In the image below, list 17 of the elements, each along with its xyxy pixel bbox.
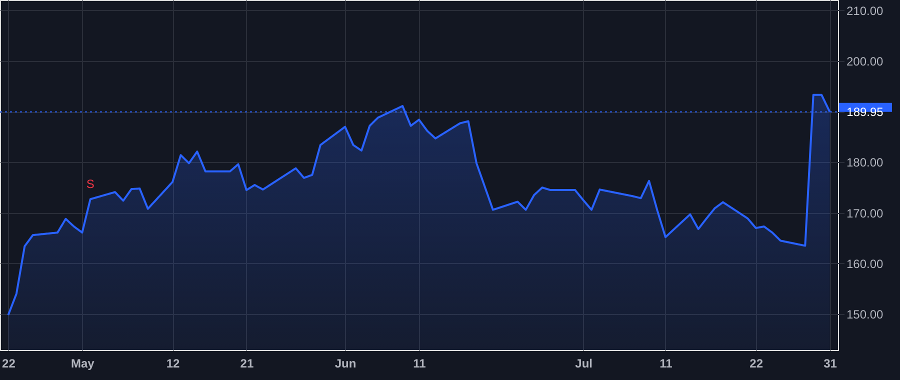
x-tick-label: 11 xyxy=(660,356,673,370)
y-tick-label: 150.00 xyxy=(846,308,884,322)
y-tick-label: 180.00 xyxy=(846,156,884,170)
x-tick-label: 21 xyxy=(240,356,254,370)
y-tick-label: 170.00 xyxy=(846,206,884,220)
y-tick-label: 200.00 xyxy=(846,54,884,68)
x-tick-label: 22 xyxy=(2,356,16,370)
annotation: S xyxy=(86,177,94,192)
y-tick-label: 210.00 xyxy=(846,4,884,18)
x-tick-label: 12 xyxy=(166,356,180,370)
x-tick-label: May xyxy=(70,356,95,370)
x-tick-label: Jul xyxy=(575,356,592,370)
y-tick-label: 160.00 xyxy=(846,256,884,271)
x-tick-label: Jun xyxy=(334,356,356,370)
x-tick-label: 22 xyxy=(750,356,764,370)
x-tick-label: 31 xyxy=(824,356,838,370)
x-tick-label: 11 xyxy=(413,356,426,370)
